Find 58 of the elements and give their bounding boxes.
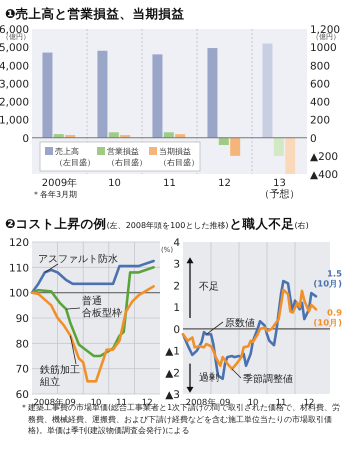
y2-tick-label: ▲400 bbox=[310, 169, 338, 181]
series-label: アスファルト防水 bbox=[38, 253, 118, 265]
y2-tick-label: 400 bbox=[310, 96, 330, 108]
y2-tick-label: 200 bbox=[310, 114, 330, 127]
x-tick-label: 10 bbox=[108, 178, 121, 189]
y-tick-label: 6,000 bbox=[0, 24, 29, 36]
bar bbox=[207, 48, 218, 138]
legend-label: 売上高（左目盛） bbox=[55, 147, 95, 167]
series-label: 鉄筋加工組立 bbox=[39, 364, 80, 388]
y-tick-label: 2 bbox=[173, 280, 180, 292]
y-tick-label: ▲3 bbox=[165, 389, 180, 401]
y-tick-label: 90 bbox=[16, 313, 29, 325]
bar bbox=[152, 54, 162, 138]
series-label: 普通合板型枠 bbox=[82, 295, 122, 319]
y2-tick-label: ▲200 bbox=[310, 150, 338, 163]
bar bbox=[42, 52, 52, 138]
y-tick-label: 3,000 bbox=[0, 78, 29, 90]
y2-tick-label: 600 bbox=[310, 78, 330, 90]
y-tick-label: ▲2 bbox=[165, 367, 180, 380]
y-tick-label: 1,000 bbox=[0, 114, 29, 127]
x-tick-label: 12 bbox=[218, 178, 231, 189]
y-tick-label: 0 bbox=[22, 132, 29, 145]
y2-tick-label: 800 bbox=[310, 60, 330, 72]
y-tick-label: 100 bbox=[8, 288, 29, 300]
text: ＊各年3月期 bbox=[32, 190, 78, 199]
data-label: 0.9 (10月) bbox=[313, 308, 342, 328]
chart-subtitle: (左、2008年頭を100とした推移) bbox=[106, 221, 228, 230]
y-tick-label: 0 bbox=[173, 324, 180, 336]
y-tick-label: 1 bbox=[173, 302, 180, 314]
bar bbox=[97, 50, 108, 138]
y-tick-label: 3 bbox=[173, 258, 180, 271]
series-label: 季節調整値 bbox=[243, 373, 293, 385]
y-tick-label: 110 bbox=[8, 262, 29, 274]
bar bbox=[262, 44, 272, 138]
y-tick-label: ▲1 bbox=[165, 346, 180, 358]
y-tick-label: 120 bbox=[8, 237, 29, 249]
chart-title: ❷コスト上昇の例 bbox=[5, 216, 107, 231]
y2-tick-label: 1,200 bbox=[310, 24, 340, 36]
annotation: 不足 bbox=[199, 281, 219, 292]
y-tick-label: 80 bbox=[16, 338, 29, 350]
series-label: 原数値 bbox=[225, 317, 255, 329]
annotation: 過剰 bbox=[199, 372, 219, 384]
y-tick-label: 60 bbox=[16, 389, 29, 401]
data-label: 1.5 (10月) bbox=[313, 269, 342, 290]
y-tick-label: 5,000 bbox=[0, 42, 29, 54]
x-tick-label: 13（予想） bbox=[260, 178, 300, 200]
legend-label: 当期損益（右目盛） bbox=[159, 147, 199, 167]
y-tick-label: 70 bbox=[16, 364, 29, 376]
chart-title: と職人不足 bbox=[229, 216, 294, 231]
chart-subtitle: (右) bbox=[294, 221, 309, 230]
y-tick-label: 2,000 bbox=[0, 96, 29, 108]
x-tick-label: 11 bbox=[163, 178, 176, 189]
y-tick-label: 4 bbox=[173, 237, 180, 249]
chart-title: ❶売上高と営業損益、当期損益 bbox=[5, 6, 185, 21]
x-tick-label: 2009年 bbox=[42, 177, 78, 189]
legend-label: 営業損益（右目盛） bbox=[107, 147, 147, 167]
y2-tick-label: 0 bbox=[310, 132, 317, 145]
y2-tick-label: 1000 bbox=[310, 42, 337, 54]
